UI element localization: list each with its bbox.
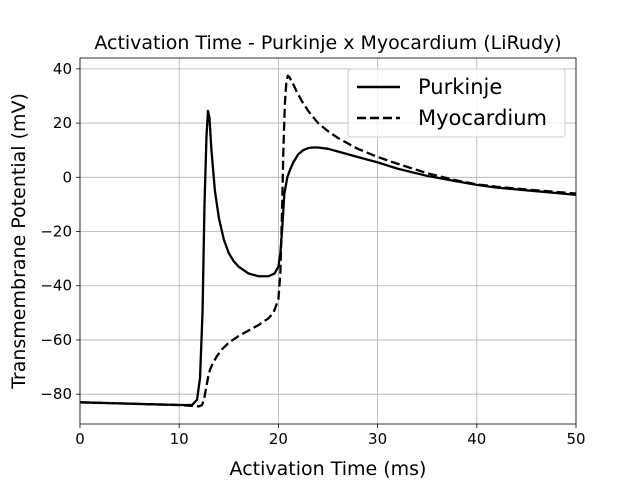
plot-frame bbox=[79, 57, 577, 425]
x-tick-label: 0 bbox=[75, 430, 85, 448]
legend: Purkinje Myocardium bbox=[347, 68, 566, 138]
y-tick-label: 40 bbox=[53, 60, 72, 78]
y-axis-label: Transmembrane Potential (mV) bbox=[8, 93, 30, 390]
y-tick-label: 0 bbox=[62, 168, 72, 186]
series-line-purkinje bbox=[80, 109, 576, 407]
legend-label-myocardium: Myocardium bbox=[418, 106, 547, 130]
chart-title: Activation Time - Purkinje x Myocardium … bbox=[94, 32, 561, 54]
legend-box bbox=[347, 68, 566, 138]
plot-series bbox=[80, 74, 576, 408]
x-tick-label: 30 bbox=[368, 430, 387, 448]
axis-ticks: 0 10 20 30 40 50 −80 −60 −40 −20 0 20 40 bbox=[40, 60, 585, 448]
x-axis-label: Activation Time (ms) bbox=[230, 458, 427, 480]
y-tick-label: −20 bbox=[40, 223, 72, 241]
y-tick-label: −80 bbox=[40, 385, 72, 403]
x-tick-label: 10 bbox=[170, 430, 189, 448]
x-tick-label: 40 bbox=[467, 430, 486, 448]
y-tick-label: 20 bbox=[53, 114, 72, 132]
x-tick-label: 20 bbox=[269, 430, 288, 448]
y-tick-label: −60 bbox=[40, 331, 72, 349]
legend-label-purkinje: Purkinje bbox=[418, 75, 502, 99]
series-line-myocardium bbox=[80, 74, 576, 408]
x-tick-label: 50 bbox=[566, 430, 585, 448]
y-tick-label: −40 bbox=[40, 277, 72, 295]
